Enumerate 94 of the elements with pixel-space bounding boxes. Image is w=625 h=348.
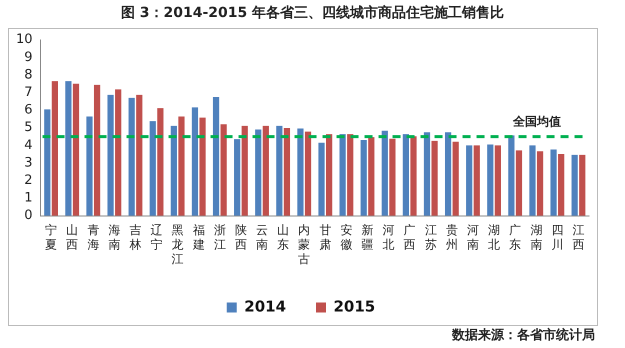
x-tick-label: 湖南	[530, 223, 542, 252]
bar	[382, 130, 388, 216]
x-tick-label: 辽宁	[150, 223, 163, 252]
x-tick-label: 安徽	[340, 223, 352, 252]
bar	[220, 124, 227, 216]
y-tick-label: 6	[24, 102, 33, 118]
x-tick-label: 陕西	[234, 223, 247, 252]
bar	[318, 142, 325, 216]
y-tick-label: 4	[24, 138, 33, 153]
bar	[170, 126, 177, 216]
bar	[466, 145, 472, 216]
bar	[178, 116, 185, 216]
bar	[284, 128, 290, 216]
y-tick-label: 0	[24, 208, 33, 224]
bar	[536, 151, 544, 216]
bar	[276, 126, 282, 216]
x-tick-label: 黑龙江	[172, 223, 184, 266]
bar	[115, 89, 122, 216]
x-tick-label: 新疆	[362, 223, 374, 252]
x-tick-label: 河北	[382, 223, 395, 252]
bar	[431, 140, 438, 216]
x-tick-label: 山东	[277, 223, 290, 252]
bar	[558, 154, 564, 216]
bar	[516, 150, 522, 216]
bar	[304, 132, 312, 216]
bar	[487, 144, 494, 216]
x-tick-label: 海南	[108, 223, 120, 252]
y-tick-label: 9	[24, 50, 33, 65]
x-tick-label: 内蒙古	[298, 223, 310, 266]
bar	[262, 126, 269, 216]
bar	[402, 134, 410, 216]
x-tick-label: 江西	[572, 223, 584, 252]
x-tick-label: 宁夏	[45, 223, 58, 252]
bar	[452, 142, 459, 216]
ref-line-label: 全国均值	[512, 114, 561, 129]
bar	[347, 134, 354, 216]
bar	[474, 145, 480, 216]
y-tick-label: 1	[24, 190, 33, 206]
bar	[192, 107, 198, 216]
bar	[72, 84, 80, 216]
y-tick-label: 10	[16, 32, 33, 48]
bar	[550, 149, 557, 216]
bar	[424, 132, 430, 216]
bar	[297, 128, 304, 216]
bar	[572, 154, 578, 216]
bar	[360, 140, 367, 216]
bar	[508, 135, 514, 216]
bar	[65, 81, 72, 216]
bar	[340, 134, 346, 216]
source-note: 数据来源：各省市统计局	[452, 326, 595, 344]
y-tick-label: 2	[24, 172, 33, 188]
bar	[44, 109, 50, 216]
legend-label: 2015	[334, 297, 376, 316]
y-tick-label: 7	[24, 84, 33, 100]
bar	[157, 108, 164, 216]
bar	[107, 94, 114, 216]
bar	[128, 98, 135, 216]
bar	[326, 134, 332, 216]
y-tick-label: 3	[24, 155, 33, 170]
x-tick-label: 甘肃	[319, 223, 332, 252]
bar	[579, 154, 586, 216]
bar	[86, 116, 93, 216]
x-tick-label: 山西	[66, 223, 78, 252]
bar	[410, 136, 417, 216]
x-tick-label: 青海	[87, 223, 100, 252]
x-tick-label: 福建	[192, 223, 205, 252]
bar	[529, 145, 536, 216]
bar	[444, 132, 452, 216]
chart-title: 图 3：2014-2015 年各省三、四线城市商品住宅施工销售比	[120, 4, 506, 22]
x-tick-label: 贵州	[446, 223, 458, 252]
legend-label: 2014	[244, 297, 286, 316]
x-tick-label: 四川	[551, 223, 564, 252]
bar	[150, 121, 156, 216]
bar	[136, 94, 142, 216]
y-tick-label: 5	[24, 120, 33, 136]
x-tick-label: 广西	[404, 223, 416, 252]
bar	[199, 118, 206, 216]
bar	[389, 138, 396, 216]
bar	[52, 81, 58, 216]
x-tick-label: 吉林	[128, 223, 142, 252]
y-tick-label: 8	[24, 67, 33, 82]
x-tick-label: 云南	[256, 223, 268, 252]
x-tick-label: 河南	[466, 223, 479, 252]
bar	[94, 84, 100, 216]
bar	[368, 137, 374, 216]
x-tick-label: 广东	[509, 223, 522, 252]
x-tick-label: 江苏	[424, 223, 437, 252]
bar	[234, 139, 240, 216]
bar	[494, 145, 501, 216]
bar	[242, 126, 248, 216]
bar	[212, 97, 220, 216]
bar	[255, 130, 262, 216]
x-tick-label: 浙江	[214, 223, 226, 252]
x-tick-label: 湖北	[488, 223, 500, 252]
